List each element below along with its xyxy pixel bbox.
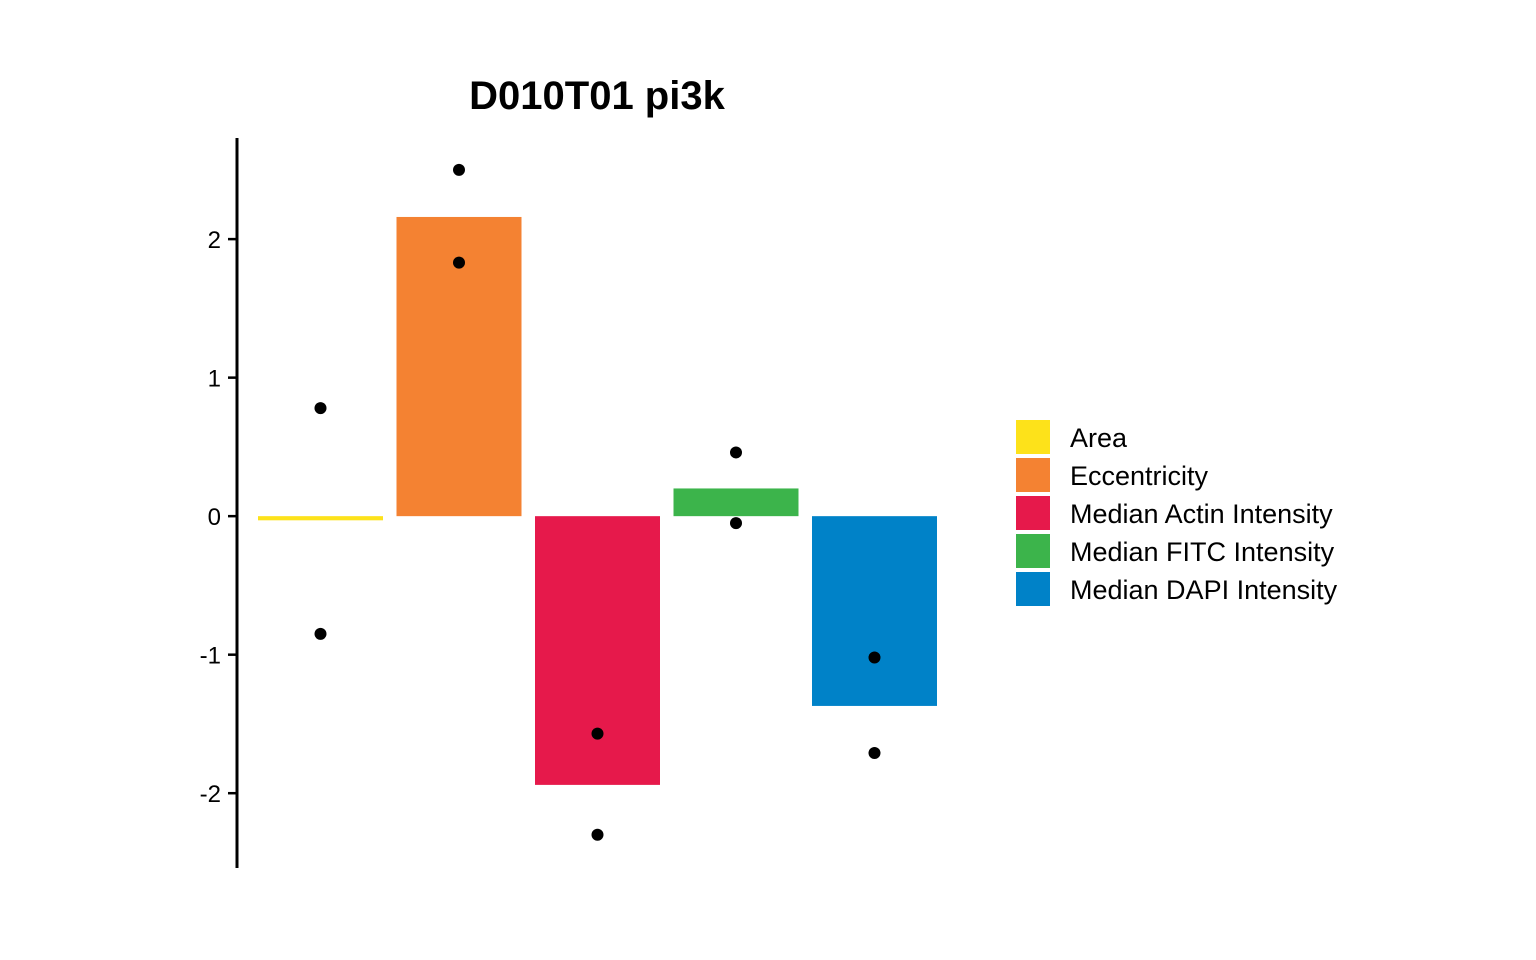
data-point [868, 747, 881, 760]
bar-1 [258, 516, 383, 521]
bar-5 [812, 516, 937, 706]
y-tick-label: 2 [208, 227, 221, 254]
legend: Area Eccentricity Median Actin Intensity Me… [1016, 420, 1338, 606]
chart-title: D010T01 pi3k [469, 74, 725, 118]
y-tick-label: -2 [200, 781, 221, 808]
legend-swatch [1016, 534, 1050, 568]
legend-label: Eccentricity [1070, 461, 1209, 491]
y-tick-label: -1 [200, 643, 221, 670]
legend-label: Median DAPI Intensity [1070, 575, 1338, 605]
bar-4 [673, 488, 799, 517]
data-point [730, 517, 742, 530]
legend-swatch [1016, 496, 1050, 530]
data-point [591, 727, 604, 740]
legend-swatch [1016, 420, 1050, 454]
y-tick-label: 0 [208, 504, 221, 531]
data-point [453, 256, 465, 269]
y-axis-ticks: -2 -1 0 1 2 [200, 227, 237, 808]
bars [258, 216, 937, 785]
data-point [868, 651, 881, 664]
legend-label: Median FITC Intensity [1070, 537, 1335, 567]
legend-swatch [1016, 458, 1050, 492]
data-point [314, 627, 327, 640]
data-points [314, 163, 881, 841]
data-point [591, 828, 604, 841]
y-tick-label: 1 [208, 366, 221, 393]
legend-swatch [1016, 572, 1050, 606]
legend-label: Median Actin Intensity [1070, 499, 1333, 529]
bar-3 [535, 516, 660, 785]
data-point [314, 402, 327, 415]
legend-label: Area [1070, 423, 1128, 453]
data-point [730, 446, 742, 459]
data-point [453, 163, 465, 176]
